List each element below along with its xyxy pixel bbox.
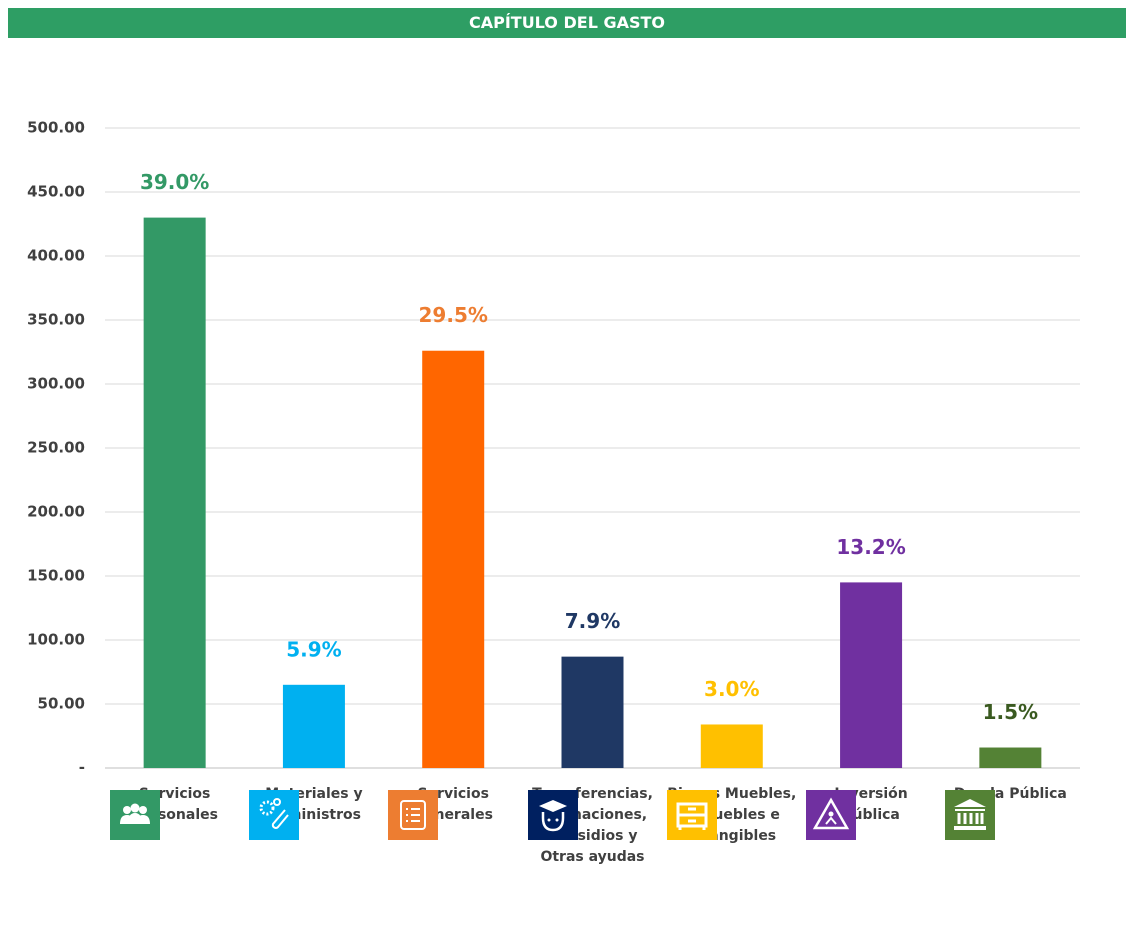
bar — [282, 684, 345, 768]
bar-label: 5.9% — [286, 637, 341, 661]
y-tick-label: 100.00 — [27, 631, 85, 649]
category-icon — [527, 790, 578, 840]
bar-label: 13.2% — [836, 535, 905, 559]
y-tick-label: 450.00 — [27, 183, 85, 201]
bar — [979, 747, 1042, 768]
category-icon — [945, 790, 996, 840]
bar — [143, 217, 206, 769]
bar-label: 3.0% — [704, 677, 759, 701]
category: Bienes Muebles, Inmuebles e Intangibles — [666, 784, 797, 847]
bar — [840, 582, 903, 768]
y-tick-label: - — [79, 759, 85, 777]
category-icon — [388, 790, 439, 840]
y-tick-label: 250.00 — [27, 439, 85, 457]
bar-label: 29.5% — [419, 303, 488, 327]
bar — [422, 350, 485, 768]
category-icon — [666, 790, 717, 840]
category: Servicios Generales — [388, 784, 518, 840]
chart-title: CAPÍTULO DEL GASTO — [8, 8, 1126, 38]
bar-label: 7.9% — [565, 609, 620, 633]
category: Deuda Pública — [945, 784, 1075, 840]
y-tick-label: 400.00 — [27, 247, 85, 265]
bar-label: 1.5% — [983, 700, 1038, 724]
category: Servicios Personales — [109, 784, 240, 840]
y-tick-label: 150.00 — [27, 567, 85, 585]
category: Inversión Pública — [806, 784, 936, 840]
category-icon — [806, 790, 857, 840]
bar — [700, 724, 763, 768]
category-icon — [109, 790, 160, 840]
y-tick-label: 350.00 — [27, 311, 85, 329]
y-tick-label: 500.00 — [27, 119, 85, 137]
y-tick-label: 300.00 — [27, 375, 85, 393]
category: Transferencias, Asignaciones, Subsidios … — [527, 784, 658, 868]
bar-label: 39.0% — [140, 170, 209, 194]
category: Materiales y Suministros — [248, 784, 379, 840]
y-tick-label: 200.00 — [27, 503, 85, 521]
bar — [561, 656, 624, 768]
y-tick-label: 50.00 — [38, 695, 85, 713]
category-icon — [248, 790, 299, 840]
